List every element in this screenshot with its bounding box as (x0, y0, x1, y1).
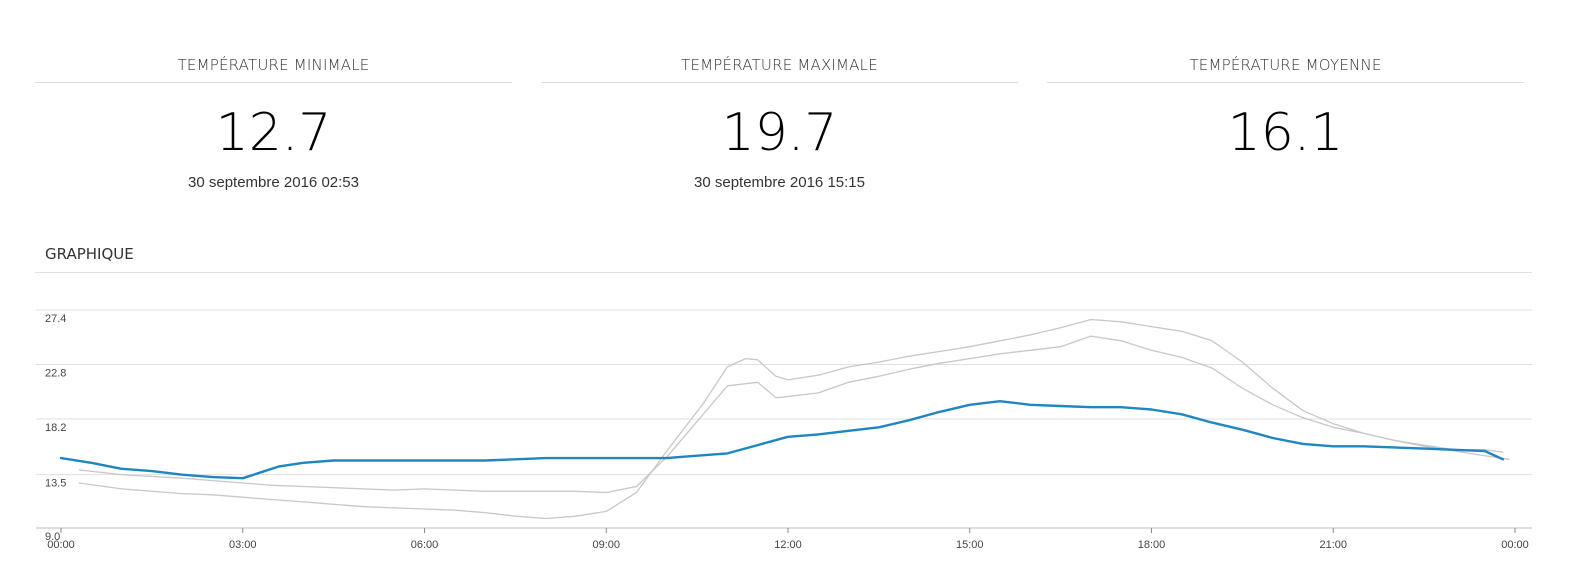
x-tick-label: 18:00 (1138, 539, 1166, 551)
stat-max-date: 30 septembre 2016 15:15 (694, 174, 865, 191)
x-tick-label: 00:00 (1501, 539, 1529, 551)
x-tick-label: 09:00 (592, 539, 620, 551)
stat-min-date: 30 septembre 2016 02:53 (188, 174, 359, 191)
series-line-temperature (59, 399, 1505, 480)
y-tick-label: 22.8 (45, 368, 66, 380)
stat-avg-value: 16.1 (1227, 103, 1344, 163)
stat-max-value: 19.7 (721, 103, 838, 163)
graph-section-divider (35, 272, 1532, 273)
stat-min-divider (35, 82, 512, 83)
x-tick-label: 03:00 (229, 539, 257, 551)
y-tick-label: 9.0 (45, 531, 60, 543)
stat-max-divider (541, 82, 1018, 83)
stat-min-value: 12.7 (215, 103, 332, 163)
x-tick-label: 12:00 (774, 539, 802, 551)
y-tick-label: 13.5 (45, 478, 66, 490)
series-line-reference-upper (78, 335, 1510, 494)
x-tick-label: 00:00 (47, 539, 75, 551)
y-tick-label: 18.2 (45, 422, 66, 434)
stat-avg-label: TEMPÉRATURE MOYENNE (1189, 56, 1382, 74)
y-tick-label: 27.4 (45, 313, 66, 325)
x-tick-label: 06:00 (411, 539, 439, 551)
stat-max-label: TEMPÉRATURE MAXIMALE (681, 56, 878, 74)
x-tick-label: 15:00 (956, 539, 984, 551)
series-line-reference-lower (78, 318, 1504, 520)
temperature-line-chart: 9.0 13.5 18.2 22.8 27.4 00:00 03:00 06:00 09:00 1… (36, 309, 1532, 551)
graph-section-title: GRAPHIQUE (45, 245, 134, 263)
stat-avg-divider (1047, 82, 1524, 83)
stat-min-label: TEMPÉRATURE MINIMALE (177, 56, 370, 74)
x-tick-label: 21:00 (1319, 539, 1347, 551)
